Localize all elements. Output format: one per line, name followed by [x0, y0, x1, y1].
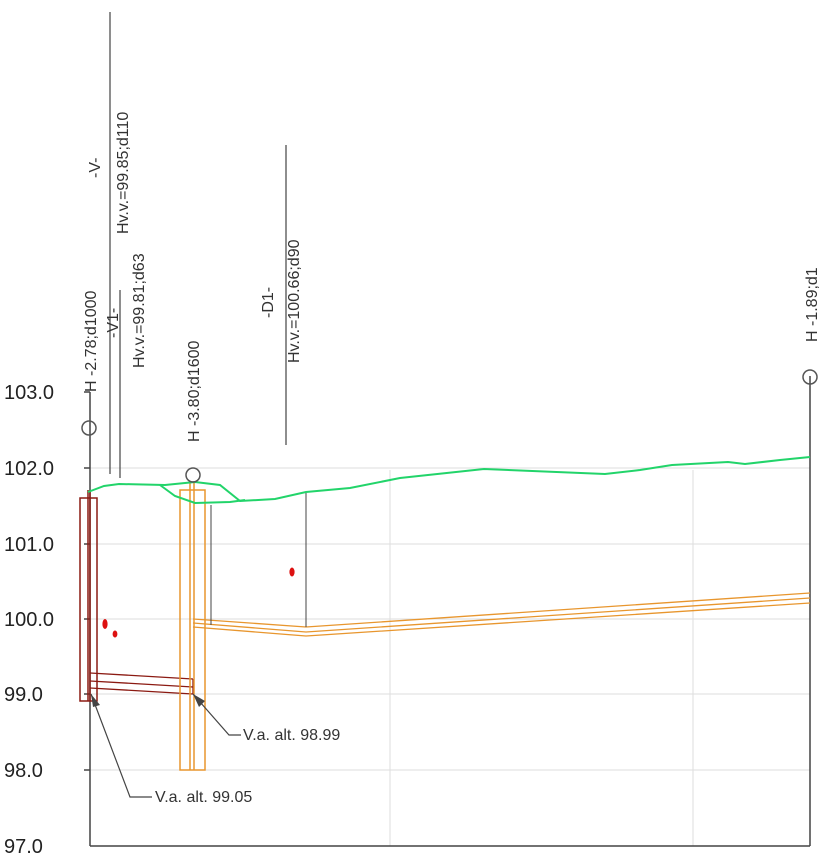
pipe-orange — [192, 592, 811, 637]
well-label: H -1.89;d1 — [804, 267, 821, 342]
terrain-line — [87, 456, 811, 503]
axes — [84, 376, 811, 847]
connection-hvv: Hv.v.=99.81;d63 — [131, 253, 148, 368]
well-top-left — [81, 420, 97, 436]
well-top-right — [802, 369, 818, 385]
manhole-middle — [179, 482, 206, 771]
y-tick-label: 97.0 — [4, 836, 43, 856]
red-markers — [102, 567, 295, 638]
well-label: H -2.78;d1000 — [83, 290, 100, 392]
grid — [90, 467, 810, 846]
well-label: H -3.80;d1600 — [186, 340, 203, 442]
annotation-leaders — [90, 693, 241, 798]
connection-name: -V1- — [105, 308, 122, 338]
connection-hvv: Hv.v.=100.66;d90 — [286, 239, 303, 363]
y-tick-label: 103.0 — [4, 382, 54, 404]
pipe-brown — [89, 672, 194, 695]
connection-hvv: Hv.v.=99.85;d110 — [115, 112, 132, 234]
annotation-text: V.a. alt. 99.05 — [155, 789, 252, 806]
y-tick-label: 102.0 — [4, 458, 54, 480]
y-tick-label: 100.0 — [4, 609, 54, 631]
depth-lines — [210, 492, 307, 627]
manhole-left — [79, 490, 98, 702]
y-tick-label: 99.0 — [4, 684, 43, 706]
well-top-middle — [185, 467, 201, 483]
y-tick-label: 98.0 — [4, 760, 43, 782]
connection-name: -V- — [87, 158, 104, 178]
annotation-text: V.a. alt. 98.99 — [243, 727, 340, 744]
terrain-line-branch — [159, 484, 246, 505]
y-tick-label: 101.0 — [4, 534, 54, 556]
connection-name: -D1- — [260, 287, 277, 318]
connection-leaders — [109, 12, 287, 478]
arrow-heads — [91, 694, 205, 707]
